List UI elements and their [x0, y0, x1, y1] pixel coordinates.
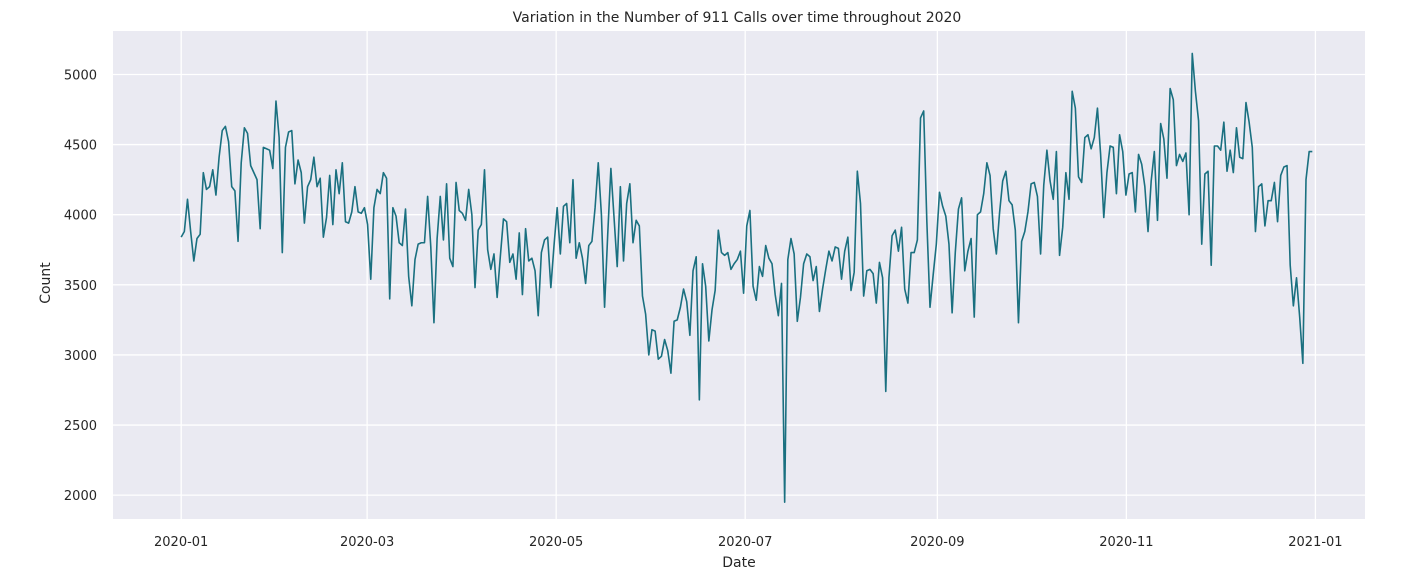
y-axis: 2000 2500 3000 3500 4000 4500 5000	[64, 68, 97, 504]
y-axis-label: Count	[38, 262, 54, 304]
x-axis: 2020-01 2020-03 2020-05 2020-07 2020-09 2020-…	[154, 535, 1343, 550]
x-tick-label: 2020-01	[154, 535, 208, 550]
y-tick-label: 3500	[64, 279, 97, 294]
chart-title: Variation in the Number of 911 Calls ove…	[513, 10, 962, 26]
x-axis-label: Date	[722, 555, 755, 571]
series-group	[180, 52, 1313, 503]
y-tick-label: 5000	[64, 68, 97, 83]
plot-area	[113, 31, 1365, 519]
y-tick-label: 3000	[64, 349, 97, 364]
x-tick-label: 2020-09	[910, 535, 964, 550]
y-tick-label: 4000	[64, 209, 97, 224]
series-line	[180, 52, 1313, 503]
y-tick-label: 4500	[64, 139, 97, 154]
x-tick-label: 2021-01	[1288, 535, 1342, 550]
y-tick-label: 2000	[64, 489, 97, 504]
y-tick-label: 2500	[64, 419, 97, 434]
x-tick-label: 2020-05	[529, 535, 583, 550]
x-tick-label: 2020-11	[1099, 535, 1153, 550]
x-tick-label: 2020-07	[718, 535, 772, 550]
x-tick-label: 2020-03	[340, 535, 394, 550]
